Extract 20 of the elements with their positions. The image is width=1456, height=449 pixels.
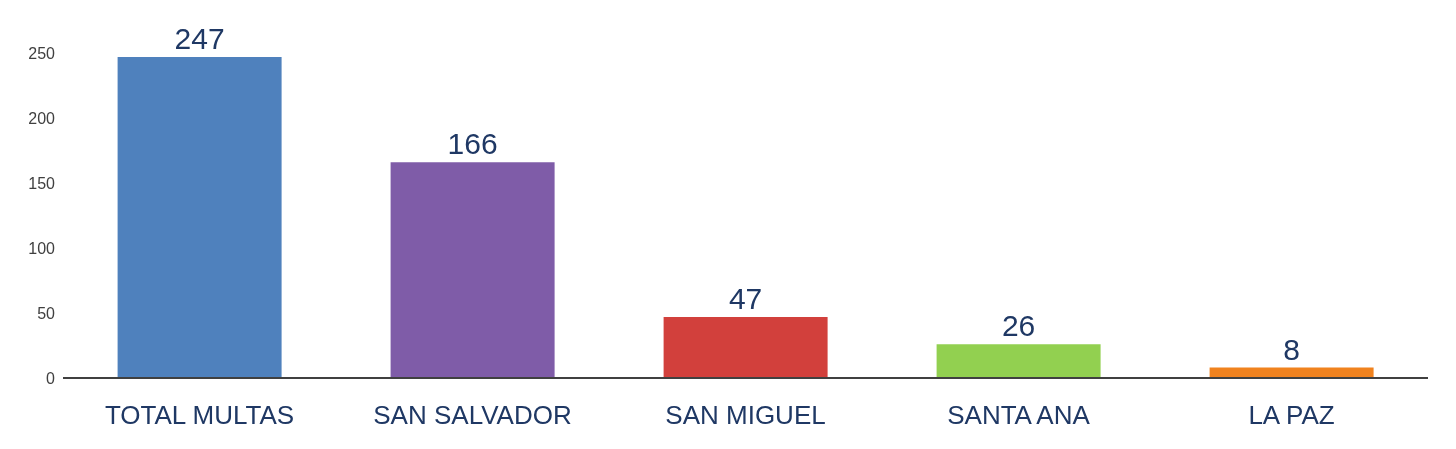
y-tick-label: 0 [46,369,56,387]
bar [663,316,828,378]
y-tick-label: 100 [28,239,56,257]
data-label: 26 [1001,309,1036,343]
y-tick-label: 200 [28,109,56,127]
bar [390,162,555,378]
x-tick-label: SAN MIGUEL [665,400,826,431]
bar [117,56,282,378]
x-tick-label: SAN SALVADOR [373,400,572,431]
x-tick-label: LA PAZ [1248,400,1335,431]
y-tick-label: 150 [28,174,56,192]
y-tick-label: 250 [28,44,56,62]
data-label: 47 [728,281,763,315]
bar [936,344,1101,378]
data-label: 247 [174,21,225,55]
data-label: 166 [447,127,498,161]
y-tick-label: 50 [37,304,56,322]
x-tick-label: SANTA ANA [947,400,1091,431]
data-label: 8 [1283,332,1300,366]
x-tick-label: TOTAL MULTAS [104,400,295,431]
